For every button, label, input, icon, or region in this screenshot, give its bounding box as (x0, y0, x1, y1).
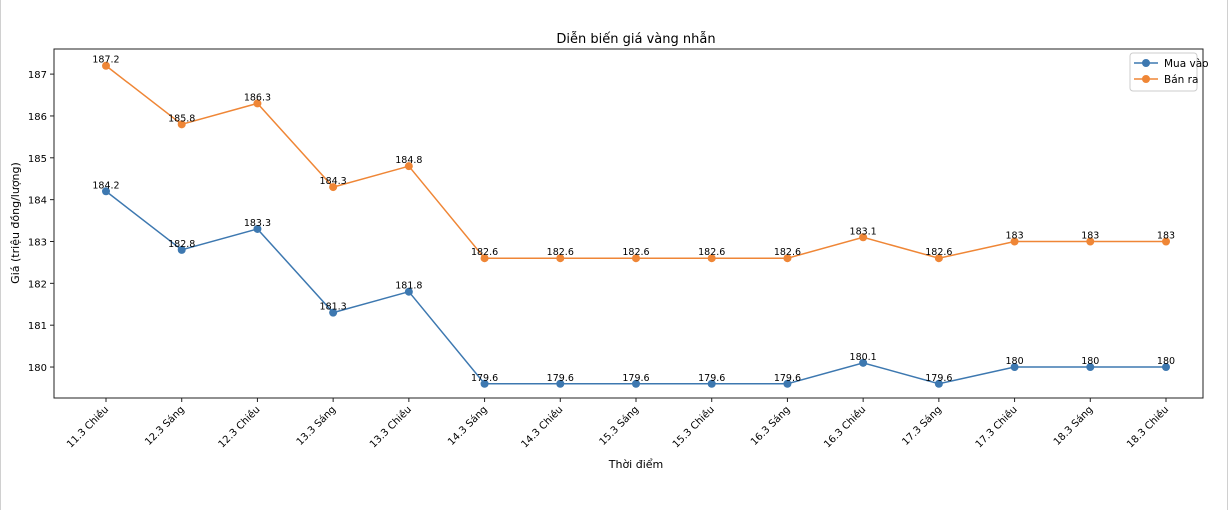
data-label: 183 (1081, 230, 1099, 241)
data-label: 179.6 (547, 373, 574, 384)
data-point (404, 162, 413, 171)
data-point (934, 379, 943, 388)
data-label: 184.3 (320, 176, 347, 187)
data-point (1162, 363, 1170, 372)
y-tick-label: 187 (28, 70, 47, 81)
data-point (102, 187, 110, 196)
data-point (707, 379, 716, 388)
x-tick-label: 17.3 Chiều (973, 404, 1020, 451)
data-point (329, 183, 338, 192)
x-tick-label: 13.3 Chiều (367, 404, 414, 451)
data-label: 182.8 (168, 239, 195, 250)
legend-marker (1142, 59, 1150, 67)
data-point (556, 379, 565, 388)
data-point (934, 254, 943, 263)
x-tick-label: 12.3 Sáng (143, 404, 187, 448)
x-tick-label: 14.3 Chiều (519, 404, 566, 451)
data-point (102, 61, 110, 70)
data-point (859, 358, 868, 367)
x-tick-label: 15.3 Chiều (670, 404, 717, 451)
data-label: 185.8 (168, 113, 195, 124)
data-point (1010, 363, 1019, 372)
data-label: 179.6 (774, 373, 801, 384)
y-tick-label: 182 (28, 279, 47, 290)
x-tick-label: 18.3 Chiều (1124, 404, 1171, 451)
data-label: 186.3 (244, 92, 271, 103)
data-label: 179.6 (925, 373, 952, 384)
chart-title: Diễn biến giá vàng nhẫn (556, 32, 715, 47)
data-label: 180 (1081, 356, 1099, 367)
x-tick-label: 14.3 Sáng (445, 404, 489, 448)
data-point (480, 254, 489, 263)
x-tick-label: 17.3 Sáng (900, 404, 944, 448)
legend-label: Mua vào (1164, 58, 1209, 70)
data-label: 182.6 (622, 247, 649, 258)
data-label: 184.2 (92, 180, 119, 191)
data-label: 187.2 (92, 55, 119, 66)
data-label: 180 (1157, 356, 1175, 367)
data-label: 181.3 (320, 302, 347, 313)
data-label: 183 (1157, 230, 1175, 241)
data-point (1010, 237, 1019, 246)
data-point (177, 120, 186, 129)
x-tick-label: 13.3 Sáng (294, 404, 338, 448)
data-point (707, 254, 716, 263)
data-label: 183.3 (244, 218, 271, 229)
y-tick-label: 185 (28, 154, 47, 165)
data-point (404, 287, 413, 296)
data-point (329, 308, 338, 317)
data-point (632, 379, 640, 388)
data-point (177, 245, 186, 254)
x-tick-label: 16.3 Sáng (748, 404, 792, 448)
x-tick-label: 12.3 Chiều (216, 404, 263, 451)
data-label: 180 (1006, 356, 1024, 367)
y-tick-label: 180 (28, 363, 47, 374)
x-tick-label: 11.3 Chiều (64, 404, 111, 451)
data-label: 182.6 (774, 247, 801, 258)
legend-label: Bán ra (1164, 74, 1198, 86)
data-label: 182.6 (471, 247, 498, 258)
x-axis-label: Thời điểm (608, 458, 664, 471)
data-label: 181.8 (395, 281, 422, 292)
x-tick-label: 18.3 Sáng (1051, 404, 1095, 448)
x-tick-label: 16.3 Chiều (822, 404, 869, 451)
legend-marker (1142, 75, 1150, 83)
data-point (1086, 237, 1095, 246)
data-label: 179.6 (698, 373, 725, 384)
y-tick-label: 183 (28, 237, 47, 248)
data-label: 179.6 (471, 373, 498, 384)
data-point (253, 224, 262, 233)
x-tick-label: 15.3 Sáng (597, 404, 641, 448)
data-point (556, 254, 565, 263)
data-point (1086, 363, 1095, 372)
y-tick-label: 186 (28, 112, 47, 123)
plot-frame (53, 48, 1204, 399)
data-point (480, 379, 489, 388)
legend: Mua vào Bán ra (1129, 52, 1209, 92)
data-label: 180.1 (850, 352, 877, 363)
data-label: 182.6 (698, 247, 725, 258)
data-label: 182.6 (925, 247, 952, 258)
data-point (783, 254, 792, 263)
y-tick-label: 184 (28, 196, 47, 207)
data-point (1162, 237, 1170, 246)
data-label: 183.1 (850, 226, 877, 237)
y-tick-label: 181 (28, 321, 47, 332)
data-point (859, 233, 868, 242)
data-point (253, 99, 262, 108)
data-label: 182.6 (547, 247, 574, 258)
data-point (632, 254, 640, 263)
data-label: 183 (1006, 230, 1024, 241)
data-label: 179.6 (622, 373, 649, 384)
data-label: 184.8 (395, 155, 422, 166)
data-point (783, 379, 792, 388)
y-axis-label: Giá (triệu đồng/lượng) (9, 162, 22, 284)
